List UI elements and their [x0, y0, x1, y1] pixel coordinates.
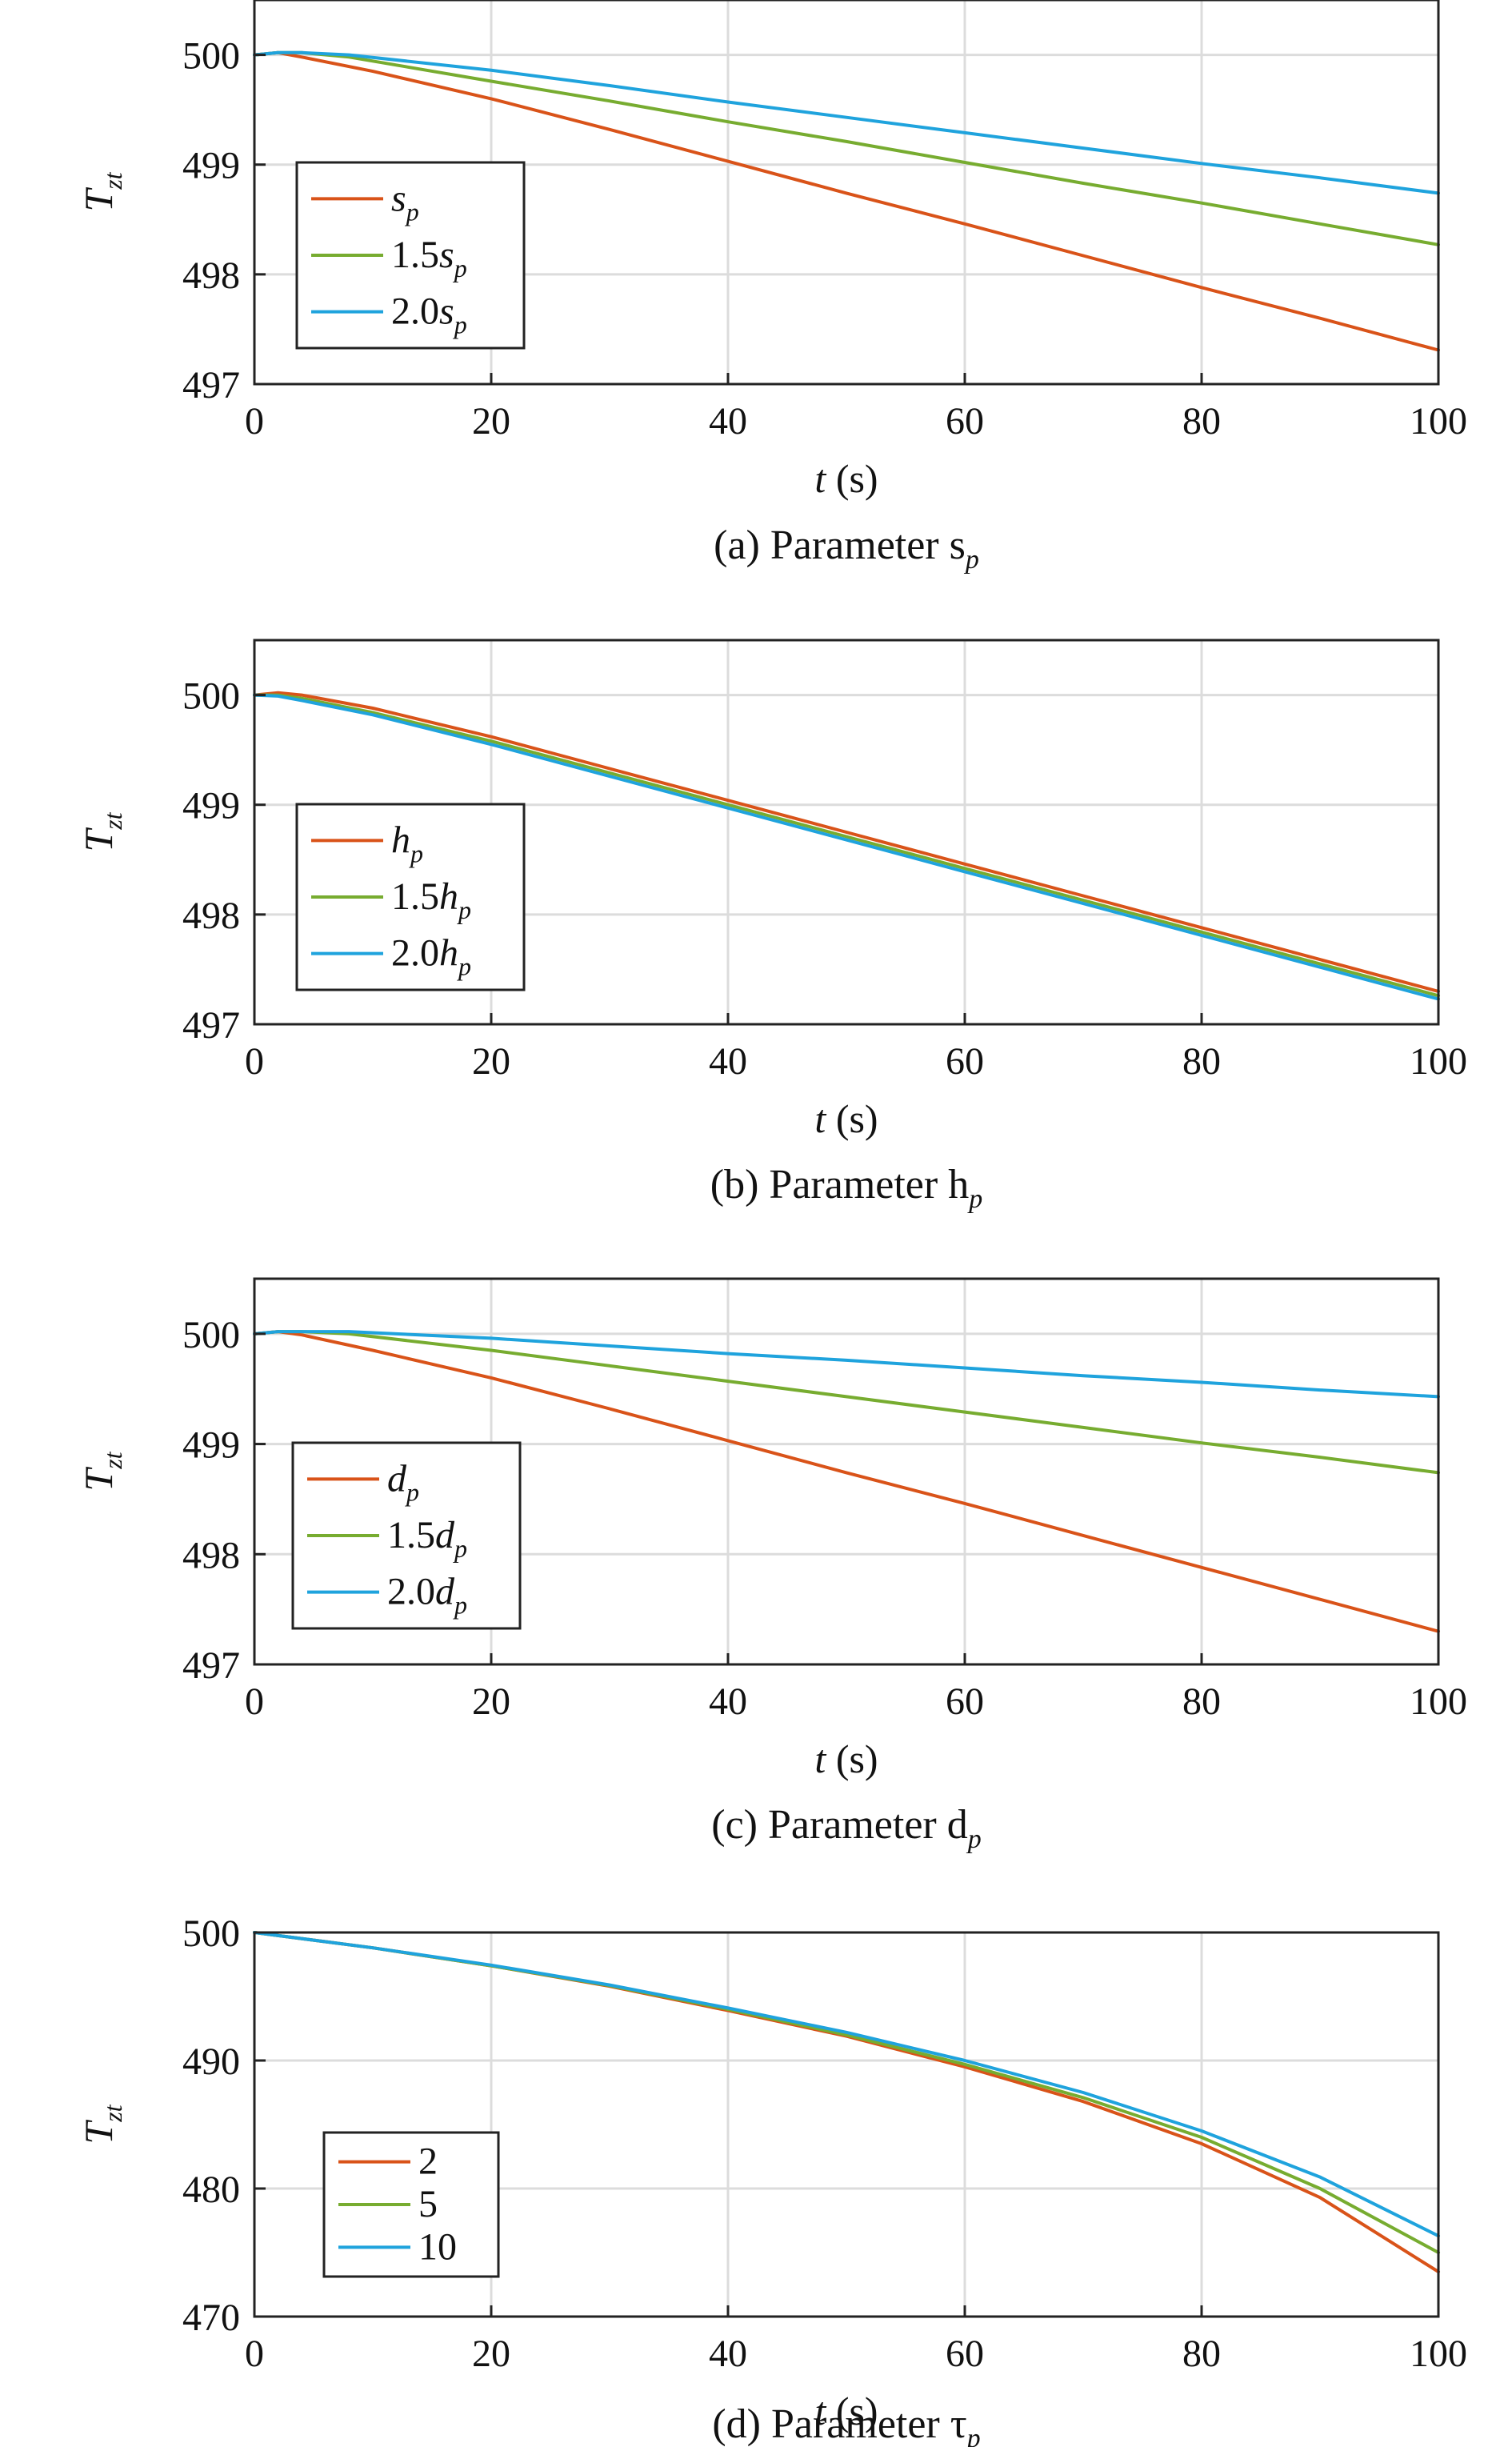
- y-tick-label: 499: [182, 1424, 240, 1467]
- panel-caption: (c) Parameter dp: [711, 1802, 981, 1854]
- panel-caption: (a) Parameter sp: [714, 523, 979, 575]
- x-tick-label: 60: [946, 1680, 984, 1723]
- y-tick-label: 500: [182, 1314, 240, 1356]
- x-tick-label: 100: [1410, 400, 1467, 443]
- y-tick-label: 480: [182, 2169, 240, 2211]
- x-tick-label: 20: [472, 2333, 510, 2375]
- x-tick-label: 60: [946, 400, 984, 443]
- y-tick-label: 497: [182, 1644, 240, 1687]
- legend-entry: hp: [391, 819, 423, 867]
- x-tick-label: 20: [472, 400, 510, 443]
- legend-entry: 5: [418, 2183, 438, 2225]
- legend-entry: sp: [391, 177, 419, 226]
- legend-entry: 1.5dp: [387, 1514, 467, 1563]
- x-tick-label: 100: [1410, 1680, 1467, 1723]
- legend-entry: 2: [418, 2141, 438, 2183]
- x-tick-label: 40: [709, 1680, 747, 1723]
- axes-box: [253, 1931, 1440, 2318]
- series-line-3: [253, 693, 1440, 1001]
- chart-panel-a: 0 20 40 60 80 100 497 498 499 500 Tzt t (s) (a) Para…: [76, 0, 1467, 575]
- y-tick-label: 497: [182, 364, 240, 406]
- y-tick-label: 500: [182, 35, 240, 78]
- x-axis-label: t (s): [814, 456, 878, 501]
- x-tick-label: 80: [1182, 1680, 1221, 1723]
- series-line-3: [253, 1931, 1440, 2238]
- chart-panel-d: 0 20 40 60 80 100 470 480 490 500 Tzt t (s)(d) Para…: [76, 1912, 1467, 2447]
- y-axis-label: Tzt: [76, 811, 127, 851]
- x-tick-label: 100: [1410, 1040, 1467, 1083]
- x-tick-label: 0: [245, 400, 264, 443]
- y-tick-label: 497: [182, 1004, 240, 1047]
- x-axis-label: t (s): [814, 1096, 878, 1141]
- series-line-3: [253, 50, 1440, 195]
- x-tick-label: 0: [245, 2333, 264, 2375]
- axes-box: [253, 1277, 1440, 1666]
- x-tick-label: 80: [1182, 1040, 1221, 1083]
- y-tick-label: 500: [182, 1912, 240, 1955]
- legend-entry: 2.0dp: [387, 1571, 467, 1620]
- panel-caption: (b) Parameter hp: [710, 1162, 982, 1214]
- x-tick-label: 20: [472, 1680, 510, 1723]
- x-axis-label: t (s): [814, 1736, 878, 1781]
- x-tick-label: 80: [1182, 400, 1221, 443]
- y-tick-label: 499: [182, 145, 240, 187]
- series-line-1: [253, 50, 1440, 352]
- legend-entry: dp: [387, 1457, 419, 1506]
- y-axis-label: Tzt: [76, 171, 127, 211]
- series-line-1: [253, 691, 1440, 993]
- x-tick-label: 60: [946, 1040, 984, 1083]
- legend: dp 1.5dp 2.0dp: [291, 1441, 522, 1630]
- y-tick-label: 498: [182, 254, 240, 297]
- series-line-1: [253, 1330, 1440, 1633]
- x-axis-label: t (s): [814, 2389, 878, 2433]
- legend-entry: 2.0hp: [391, 932, 471, 981]
- y-tick-label: 498: [182, 1534, 240, 1576]
- axes-box: [253, 639, 1440, 1026]
- y-tick-label: 500: [182, 675, 240, 718]
- x-tick-label: 40: [709, 400, 747, 443]
- x-tick-label: 60: [946, 2333, 984, 2375]
- panel-caption: (d) Parameter τp: [712, 2401, 980, 2447]
- y-axis-label: Tzt: [76, 2104, 127, 2144]
- chart-panel-b: 0 20 40 60 80 100 497 498 499 500 Tzt t (s) (b) Para…: [76, 639, 1467, 1214]
- y-tick-label: 499: [182, 785, 240, 827]
- legend-entry: 1.5sp: [391, 234, 467, 282]
- chart-panel-c: 0 20 40 60 80 100 497 498 499 500 Tzt t (s) (c) Para…: [76, 1277, 1467, 1854]
- legend: hp 1.5hp 2.0hp: [295, 803, 526, 991]
- legend-entry: 10: [418, 2225, 457, 2268]
- x-tick-label: 20: [472, 1040, 510, 1083]
- axes-box: [253, 0, 1440, 386]
- x-tick-label: 40: [709, 2333, 747, 2375]
- legend-entry: 2.0sp: [391, 290, 467, 339]
- x-tick-label: 0: [245, 1680, 264, 1723]
- legend-entry: 1.5hp: [391, 875, 471, 924]
- series-line-3: [253, 1330, 1440, 1399]
- x-tick-label: 40: [709, 1040, 747, 1083]
- y-tick-label: 498: [182, 895, 240, 937]
- series-line-2: [253, 693, 1440, 998]
- y-tick-label: 490: [182, 2041, 240, 2083]
- legend: sp 1.5sp 2.0sp: [295, 161, 526, 350]
- x-tick-label: 0: [245, 1040, 264, 1083]
- y-axis-label: Tzt: [76, 1451, 127, 1491]
- y-tick-label: 470: [182, 2297, 240, 2339]
- x-tick-label: 100: [1410, 2333, 1467, 2375]
- x-tick-label: 80: [1182, 2333, 1221, 2375]
